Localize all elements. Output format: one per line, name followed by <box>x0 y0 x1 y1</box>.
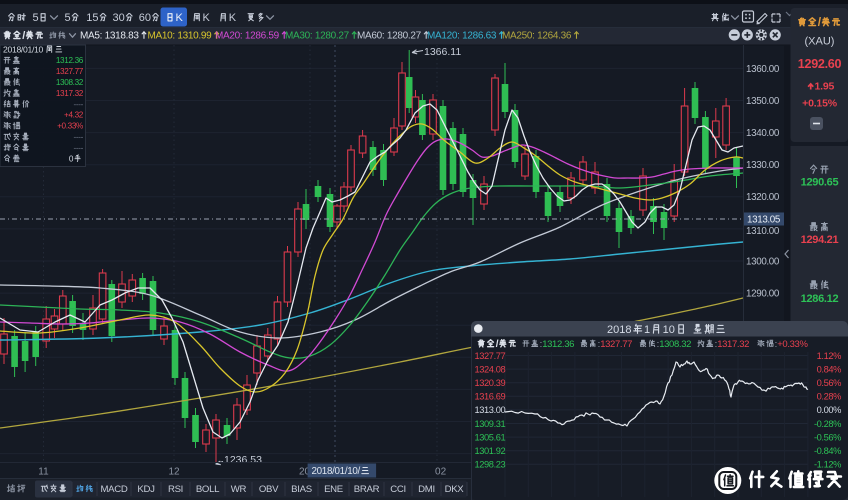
svg-text:MA60: 1280.27: MA60: 1280.27 <box>357 31 422 42</box>
svg-text:1308.32: 1308.32 <box>659 339 691 350</box>
svg-text:ENE: ENE <box>324 484 343 495</box>
svg-text:2018/01/10/: 2018/01/10/ <box>312 466 361 477</box>
svg-text:----: ---- <box>73 133 83 142</box>
svg-text:1294.21: 1294.21 <box>801 234 839 246</box>
svg-text:BRAR: BRAR <box>354 484 380 495</box>
svg-text:+0.33%: +0.33% <box>57 122 83 131</box>
svg-text:2018/01/10: 2018/01/10 <box>3 44 44 54</box>
svg-text:1316.69: 1316.69 <box>475 392 506 402</box>
svg-text:60: 60 <box>139 12 151 24</box>
svg-text:15: 15 <box>86 12 98 24</box>
svg-text:MA250: 1264.36: MA250: 1264.36 <box>502 31 572 42</box>
svg-text:1320.00: 1320.00 <box>746 192 780 203</box>
svg-text:MA120: 1286.63: MA120: 1286.63 <box>427 31 497 42</box>
svg-text:DMI: DMI <box>418 484 435 495</box>
svg-text:KDJ: KDJ <box>137 484 155 495</box>
svg-text:CCI: CCI <box>390 484 406 495</box>
svg-text:(XAU): (XAU) <box>805 35 835 47</box>
svg-text:MA20: 1286.59: MA20: 1286.59 <box>215 31 280 42</box>
svg-text:/: / <box>818 15 822 29</box>
svg-text:1301.92: 1301.92 <box>475 446 506 456</box>
svg-text:1320.39: 1320.39 <box>475 378 506 388</box>
svg-text:-1.12%: -1.12% <box>814 460 841 470</box>
svg-text:1305.61: 1305.61 <box>475 432 506 442</box>
svg-text:----: ---- <box>73 100 83 109</box>
svg-text:1300.00: 1300.00 <box>746 256 780 267</box>
svg-text:1310.00: 1310.00 <box>746 226 780 237</box>
svg-text:1313.05: 1313.05 <box>747 214 781 225</box>
svg-text:1327.77: 1327.77 <box>475 351 506 361</box>
svg-text::: : <box>598 339 601 350</box>
svg-text:MA30: 1280.27: MA30: 1280.27 <box>285 31 350 42</box>
svg-text::: : <box>715 339 718 350</box>
svg-text:1: 1 <box>644 324 650 336</box>
svg-text:MA5: 1318.83: MA5: 1318.83 <box>80 31 139 42</box>
svg-text:K: K <box>176 12 184 24</box>
svg-text:-0.84%: -0.84% <box>814 446 841 456</box>
svg-text:1340.00: 1340.00 <box>746 128 780 139</box>
svg-text:11: 11 <box>38 467 49 478</box>
svg-text:1327.77: 1327.77 <box>56 67 84 76</box>
svg-text:1292.60: 1292.60 <box>798 57 842 71</box>
svg-text:DKX: DKX <box>445 484 465 495</box>
svg-text:1312.36: 1312.36 <box>56 56 84 65</box>
svg-text:1317.32: 1317.32 <box>56 89 84 98</box>
svg-text:-0.56%: -0.56% <box>814 432 841 442</box>
svg-text:0.56%: 0.56% <box>817 378 841 388</box>
svg-text:+4.32: +4.32 <box>64 111 84 120</box>
svg-text:1236.53: 1236.53 <box>224 454 262 466</box>
svg-text:30: 30 <box>113 12 125 24</box>
svg-text:OBV: OBV <box>259 484 279 495</box>
svg-text:1286.12: 1286.12 <box>801 293 839 305</box>
svg-text:1327.77: 1327.77 <box>600 339 632 350</box>
svg-text:2018: 2018 <box>607 324 631 336</box>
svg-text:MA10: 1310.99: MA10: 1310.99 <box>148 31 213 42</box>
svg-text:1298.23: 1298.23 <box>475 460 506 470</box>
svg-text:+0.33%: +0.33% <box>777 339 808 350</box>
svg-text:1308.32: 1308.32 <box>56 78 84 87</box>
svg-text:1313.00: 1313.00 <box>475 405 506 415</box>
svg-text:1360.00: 1360.00 <box>746 64 780 75</box>
svg-text:1290.65: 1290.65 <box>801 176 839 188</box>
svg-text:K: K <box>229 12 237 24</box>
svg-text::: : <box>540 339 543 350</box>
svg-text:BOLL: BOLL <box>196 484 220 495</box>
svg-text::: : <box>775 339 778 350</box>
svg-text:1.12%: 1.12% <box>817 351 841 361</box>
svg-text:10: 10 <box>663 324 675 336</box>
svg-text:RSI: RSI <box>168 484 183 495</box>
svg-text:5: 5 <box>33 12 39 24</box>
svg-text:----: ---- <box>73 143 83 152</box>
svg-text:/: / <box>496 339 499 350</box>
svg-text:WR: WR <box>231 484 247 495</box>
svg-text:0: 0 <box>69 154 74 163</box>
svg-text:MACD: MACD <box>100 484 127 495</box>
svg-text:/: / <box>22 30 25 42</box>
svg-text:-0.28%: -0.28% <box>814 419 841 429</box>
svg-text:BIAS: BIAS <box>291 484 312 495</box>
svg-text:0.84%: 0.84% <box>817 364 841 374</box>
svg-text:0.00%: 0.00% <box>817 405 841 415</box>
svg-text:1324.08: 1324.08 <box>475 364 506 374</box>
svg-text:1290.00: 1290.00 <box>746 289 780 300</box>
svg-text::: : <box>657 339 660 350</box>
svg-text:02: 02 <box>435 467 447 478</box>
svg-text:5: 5 <box>65 12 71 24</box>
svg-text:12: 12 <box>168 467 180 478</box>
svg-text:1350.00: 1350.00 <box>746 96 780 107</box>
svg-text:1312.36: 1312.36 <box>542 339 574 350</box>
svg-text:1309.31: 1309.31 <box>475 419 506 429</box>
svg-text:K: K <box>203 12 211 24</box>
svg-text:1330.00: 1330.00 <box>746 160 780 171</box>
svg-text:1.95: 1.95 <box>815 81 835 93</box>
svg-text:0.28%: 0.28% <box>817 392 841 402</box>
svg-text:1317.32: 1317.32 <box>717 339 749 350</box>
svg-text:1366.11: 1366.11 <box>424 46 461 58</box>
svg-text:+0.15%: +0.15% <box>802 98 838 110</box>
